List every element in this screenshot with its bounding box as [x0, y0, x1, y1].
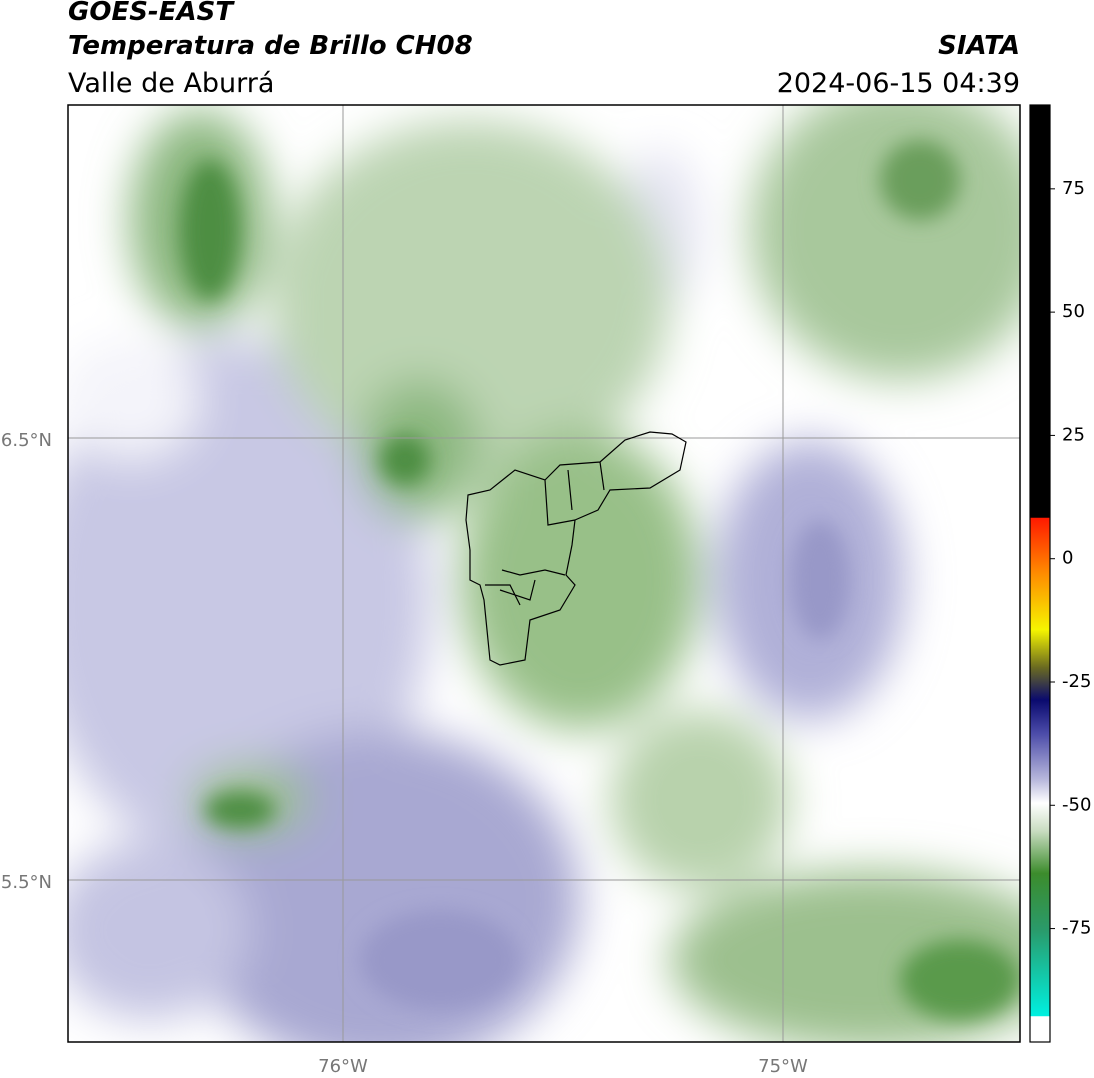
colorbar-tick-label: -25: [1062, 671, 1091, 692]
map-frame: [67, 104, 1021, 1043]
colorbar-tick-label: -50: [1062, 794, 1091, 815]
datetime: 2024-06-15 04:39: [777, 68, 1020, 99]
colorbar-tick-label: -75: [1062, 918, 1091, 939]
colorbar-tick-label: 50: [1062, 301, 1085, 322]
lon-label: 76°W: [318, 1056, 368, 1077]
satellite-image: [68, 105, 1020, 1042]
satellite: GOES-EAST: [68, 0, 235, 27]
colorbar-tick-label: 0: [1062, 548, 1073, 569]
region: Valle de Aburrá: [68, 68, 274, 99]
region-outline: [465, 431, 687, 666]
lat-label: 6.5°N: [1, 430, 52, 451]
colorbar-tick-label: 25: [1062, 424, 1085, 445]
lon-label: 75°W: [758, 1056, 808, 1077]
source: SIATA: [938, 31, 1020, 61]
colorbar-tick-label: 75: [1062, 178, 1085, 199]
colorbar: [1029, 104, 1051, 1043]
product: Temperatura de Brillo CH08: [68, 31, 473, 61]
lat-label: 5.5°N: [1, 872, 52, 893]
